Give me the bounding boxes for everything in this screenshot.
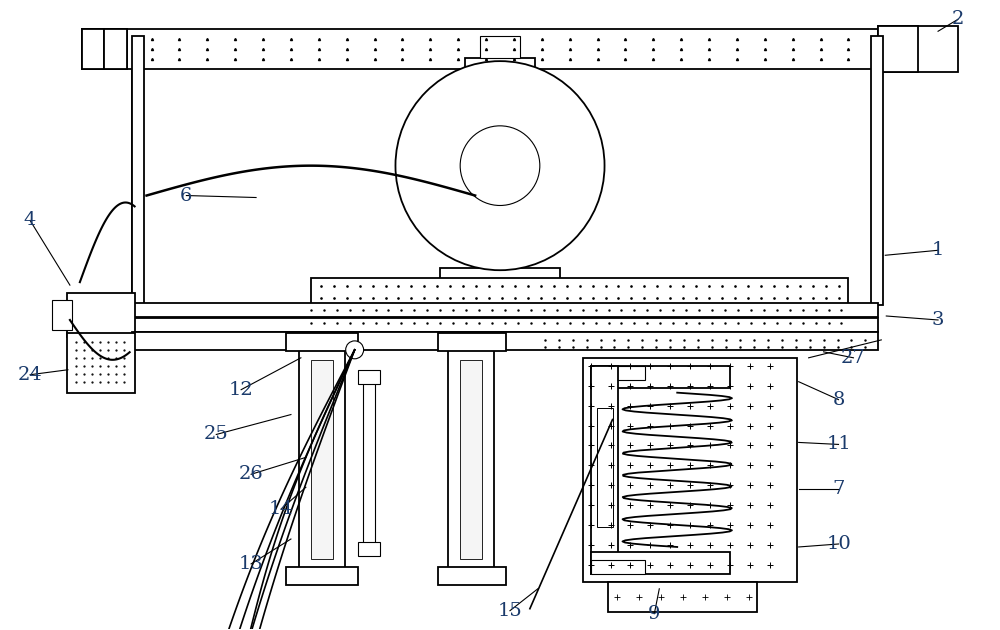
Text: 8: 8 xyxy=(832,391,845,409)
Bar xyxy=(132,37,144,305)
Bar xyxy=(358,542,380,556)
Bar xyxy=(438,333,506,351)
Bar xyxy=(871,37,883,305)
Bar xyxy=(597,408,613,527)
Bar xyxy=(311,278,848,306)
Bar xyxy=(591,366,618,574)
Bar xyxy=(82,29,908,69)
Bar xyxy=(82,29,127,69)
Bar xyxy=(460,360,482,559)
Text: 11: 11 xyxy=(826,435,851,454)
Bar xyxy=(440,268,560,288)
Bar xyxy=(52,300,72,330)
Text: 26: 26 xyxy=(239,466,263,483)
Bar xyxy=(286,333,358,351)
Text: 2: 2 xyxy=(952,10,964,28)
Bar xyxy=(132,37,878,305)
Bar xyxy=(591,366,645,380)
Bar xyxy=(67,293,135,337)
Bar xyxy=(82,29,104,69)
Text: 25: 25 xyxy=(204,425,229,444)
Text: 14: 14 xyxy=(269,500,293,518)
Bar xyxy=(465,58,535,86)
Bar xyxy=(608,582,757,612)
Bar xyxy=(358,370,380,384)
Bar xyxy=(448,350,494,569)
Text: 12: 12 xyxy=(229,381,254,399)
Bar xyxy=(591,366,730,387)
Bar xyxy=(132,318,878,332)
Bar xyxy=(67,333,135,392)
Text: 9: 9 xyxy=(648,605,661,622)
Bar xyxy=(132,332,878,350)
Circle shape xyxy=(346,341,364,359)
Text: 1: 1 xyxy=(932,241,944,260)
Bar xyxy=(480,37,520,58)
Bar xyxy=(363,375,375,544)
Text: 24: 24 xyxy=(18,366,42,384)
Bar xyxy=(286,567,358,585)
Bar xyxy=(311,360,333,559)
Bar xyxy=(878,26,918,72)
Bar xyxy=(878,26,958,72)
Bar xyxy=(104,29,127,69)
Bar xyxy=(591,552,730,574)
Text: 3: 3 xyxy=(932,311,944,329)
Text: 10: 10 xyxy=(826,535,851,553)
Text: 13: 13 xyxy=(239,555,264,573)
Bar xyxy=(132,303,878,317)
Circle shape xyxy=(395,61,605,270)
Text: 27: 27 xyxy=(841,349,866,367)
Circle shape xyxy=(460,126,540,205)
Bar xyxy=(299,350,345,569)
Text: 4: 4 xyxy=(24,212,36,229)
Bar xyxy=(583,358,797,582)
Text: 6: 6 xyxy=(180,186,193,205)
Bar xyxy=(591,560,645,574)
Text: 15: 15 xyxy=(498,602,522,620)
Text: 7: 7 xyxy=(832,480,845,498)
Bar xyxy=(438,567,506,585)
